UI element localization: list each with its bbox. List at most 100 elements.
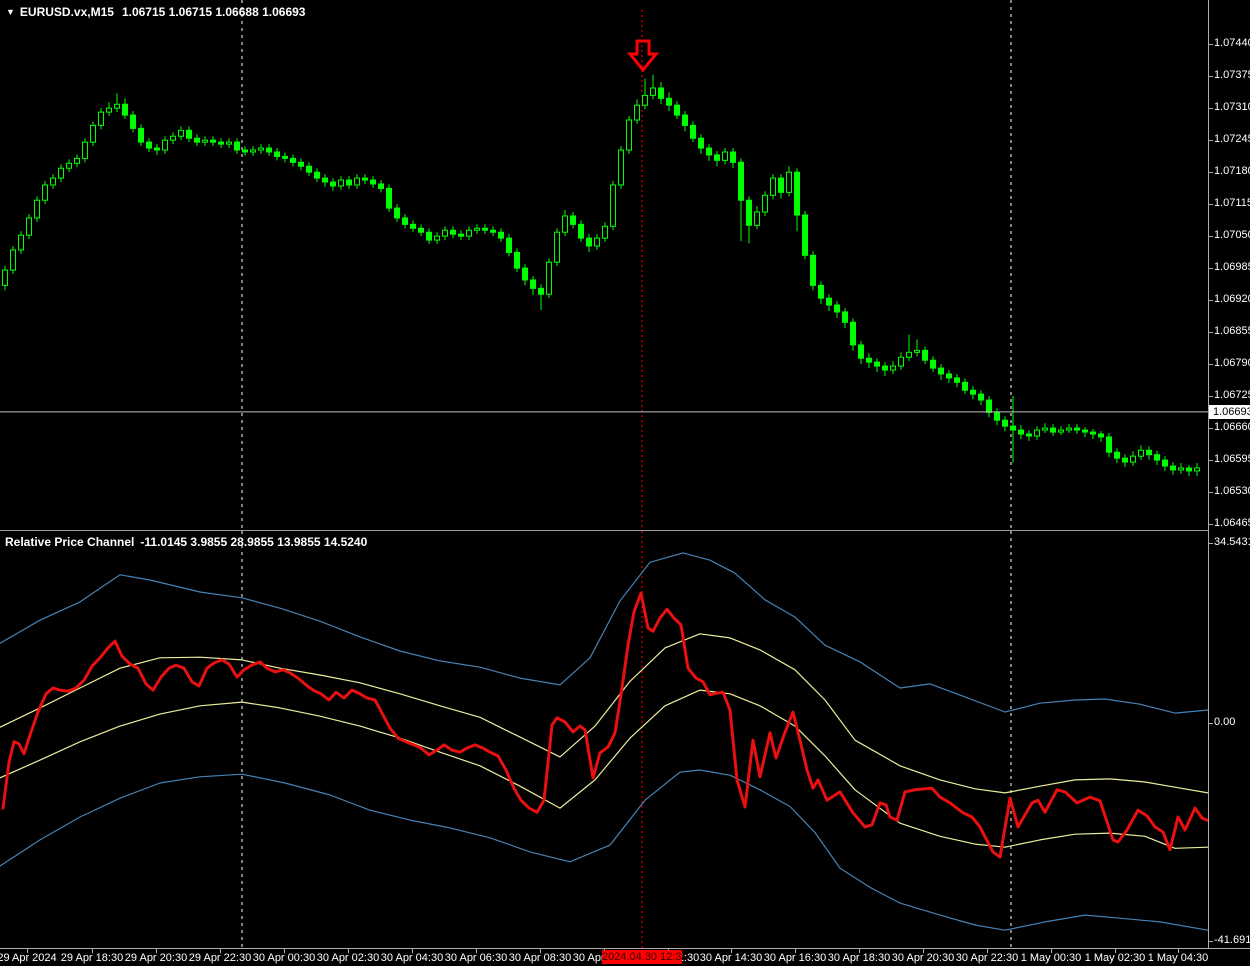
candle-body	[722, 151, 728, 161]
candle-body	[290, 157, 296, 163]
candle-body	[466, 229, 472, 237]
candle-body	[914, 349, 920, 353]
chart-ohlc-values: 1.06715 1.06715 1.06688 1.06693	[121, 5, 306, 19]
price-axis-tick	[1209, 44, 1213, 45]
time-axis-label: 1 May 02:30	[1084, 952, 1146, 964]
candle-body	[106, 107, 112, 113]
candle-body	[66, 162, 72, 169]
candle-body	[1050, 427, 1056, 433]
candle-body	[1066, 427, 1072, 431]
time-axis-label: 30 Apr 14:30	[699, 952, 763, 964]
time-axis-tick	[156, 949, 157, 953]
price-axis-label: 1.07050	[1214, 229, 1250, 241]
candle-body	[306, 165, 312, 173]
price-axis-label: 1.06920	[1214, 293, 1250, 305]
time-axis-label: 30 Apr 20:30	[891, 952, 955, 964]
price-axis-tick	[1209, 172, 1213, 173]
candle-body	[634, 104, 640, 121]
candle-body	[426, 231, 432, 241]
lower-outer-band	[0, 769, 1208, 931]
candle-body	[474, 227, 480, 231]
price-axis-label: 1.06985	[1214, 261, 1250, 273]
candle-body	[850, 321, 856, 346]
price-axis-label: 1.07375	[1214, 69, 1250, 81]
candle-body	[58, 167, 64, 179]
time-axis-label: 30 Apr 00:30	[252, 952, 316, 964]
candle-body	[154, 147, 160, 151]
candle-body	[162, 139, 168, 151]
candle-body	[890, 365, 896, 371]
candle-body	[90, 124, 96, 143]
candle-body	[1082, 429, 1088, 433]
price-chart-area[interactable]	[0, 0, 1208, 531]
candle-body	[826, 297, 832, 306]
candle-body	[1170, 465, 1176, 471]
candle-body	[1122, 457, 1128, 463]
candle-body	[34, 199, 40, 219]
price-axis-label: 1.06660	[1214, 421, 1250, 433]
time-axis-tick	[1178, 949, 1179, 953]
candle-body	[506, 237, 512, 253]
candle-body	[346, 179, 352, 186]
candle-body	[26, 217, 32, 236]
candle-body	[1186, 467, 1192, 472]
candle-body	[650, 87, 656, 96]
candle-body	[538, 287, 544, 295]
price-axis-tick	[1209, 941, 1213, 942]
sell-signal-arrow-icon[interactable]	[626, 39, 660, 73]
time-axis-tick	[348, 949, 349, 953]
candle-body	[274, 151, 280, 157]
candle-body	[490, 229, 496, 233]
price-axis-label: 1.06855	[1214, 325, 1250, 337]
candle-body	[1178, 467, 1184, 471]
chart-dropdown-icon[interactable]: ▼	[6, 7, 15, 17]
price-axis-label: 1.06530	[1214, 485, 1250, 497]
candle-body	[986, 399, 992, 413]
time-axis[interactable]: 29 Apr 2024 29 Apr 18:30 29 Apr 20:30 29 Ap…	[0, 948, 1250, 966]
candle-body	[898, 356, 904, 367]
price-axis-tick	[1209, 300, 1213, 301]
price-axis-label: 1.07115	[1214, 197, 1250, 209]
candle-body	[882, 365, 888, 371]
candle-body	[130, 114, 136, 129]
candle-body	[170, 135, 176, 141]
time-axis-tick	[731, 949, 732, 953]
time-axis-label: 29 Apr 22:30	[188, 952, 252, 964]
price-axis-tick	[1209, 543, 1213, 544]
candle-body	[794, 171, 800, 216]
time-axis-label: 30 Apr 08:30	[508, 952, 572, 964]
candle-body	[1018, 429, 1024, 435]
price-axis-label: 1.06725	[1214, 389, 1250, 401]
price-axis-label: 1.07310	[1214, 101, 1250, 113]
time-axis-tick	[795, 949, 796, 953]
candle-body	[554, 231, 560, 263]
price-axis[interactable]: 1.06693 1.07440 1.07375 1.07310 1.07245 1.07…	[1208, 0, 1250, 966]
candle-body	[122, 103, 128, 116]
candle-body	[146, 141, 152, 149]
candle-body	[810, 254, 816, 286]
price-axis-tick	[1209, 723, 1213, 724]
candle-body	[770, 177, 776, 196]
time-axis-label: 30 Apr 06:30	[444, 952, 508, 964]
candle-body	[1138, 449, 1144, 457]
candle-body	[1146, 449, 1152, 456]
candle-body	[354, 177, 360, 186]
candle-body	[858, 344, 864, 359]
candle-body	[730, 151, 736, 163]
candle-body	[450, 229, 456, 235]
indicator-chart-area[interactable]	[0, 531, 1208, 948]
price-axis-label: 1.06465	[1214, 517, 1250, 529]
price-axis-label: 1.07440	[1214, 37, 1250, 49]
indicator-values: -11.0145 3.9855 28.9855 13.9855 14.5240	[140, 535, 368, 549]
time-axis-tick	[220, 949, 221, 953]
candle-body	[938, 367, 944, 375]
time-axis-label: 30 Apr 18:30	[827, 952, 891, 964]
candle-body	[74, 157, 80, 164]
candle-body	[282, 155, 288, 159]
price-axis-tick	[1209, 236, 1213, 237]
panel-separator[interactable]	[0, 530, 1250, 531]
crosshair-time-label: 2024.04.30 12:30	[602, 950, 688, 964]
price-axis-label: 1.06790	[1214, 357, 1250, 369]
time-axis-label: 30 Apr 02:30	[316, 952, 380, 964]
